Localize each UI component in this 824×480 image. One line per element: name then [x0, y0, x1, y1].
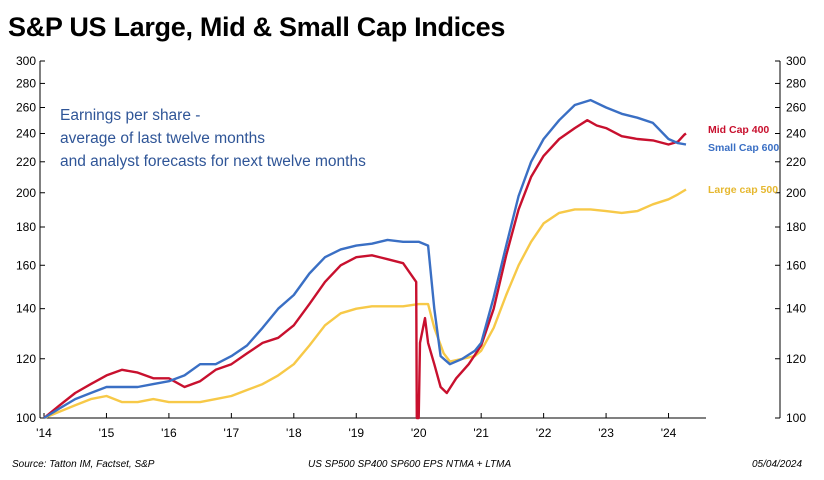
x-tick-label: '22 [536, 426, 552, 440]
legend-label-mid-cap-400: Mid Cap 400 [708, 124, 770, 136]
legend-label-small-cap-600: Small Cap 600 [708, 142, 780, 154]
series-line-small-cap-600 [43, 98, 687, 420]
x-tick-label: '16 [161, 426, 177, 440]
annotation-line-3: and analyst forecasts for next twelve mo… [60, 153, 366, 170]
y-tick-label-left: 300 [16, 54, 36, 68]
footer-series-note: US SP500 SP400 SP600 EPS NTMA + LTMA [308, 459, 512, 470]
x-tick-label: '20 [411, 426, 427, 440]
y-tick-label-right: 240 [786, 127, 806, 141]
x-tick-label: '19 [348, 426, 364, 440]
y-tick-label-right: 220 [786, 155, 806, 169]
y-tick-label-right: 160 [786, 258, 806, 272]
annotation-line-2: average of last twelve months [60, 130, 266, 147]
y-tick-label-left: 100 [16, 411, 36, 425]
y-tick-label-right: 200 [786, 186, 806, 200]
y-tick-label-right: 280 [786, 76, 806, 90]
x-tick-label: '14 [36, 426, 52, 440]
y-tick-label-right: 260 [786, 101, 806, 115]
y-tick-label-right: 100 [786, 411, 806, 425]
y-tick-label-left: 200 [16, 186, 36, 200]
y-tick-label-right: 180 [786, 220, 806, 234]
footer-source: Source: Tatton IM, Factset, S&P [12, 459, 155, 470]
x-tick-label: '23 [598, 426, 614, 440]
series-line-large-cap-500 [43, 188, 687, 420]
y-tick-label-left: 240 [16, 127, 36, 141]
y-tick-label-left: 120 [16, 352, 36, 366]
x-tick-label: '21 [473, 426, 489, 440]
legend-label-large-cap-500: Large cap 500 [708, 184, 779, 196]
y-tick-label-left: 260 [16, 101, 36, 115]
y-tick-label-left: 180 [16, 220, 36, 234]
x-tick-label: '15 [99, 426, 115, 440]
series-line-mid-cap-400 [43, 119, 687, 420]
axes: 100 100 120 120 140 140 160 160 180 180 200 200 220 2… [16, 54, 806, 440]
y-tick-label-left: 140 [16, 302, 36, 316]
series-lines [43, 98, 687, 420]
chart-title: S&P US Large, Mid & Small Cap Indices [8, 12, 506, 42]
annotation-line-1: Earnings per share - [60, 107, 201, 124]
chart-annotation: Earnings per share - average of last twe… [60, 104, 366, 173]
x-tick-label: '24 [661, 426, 677, 440]
y-tick-label-right: 300 [786, 54, 806, 68]
y-tick-label-left: 220 [16, 155, 36, 169]
y-tick-label-right: 120 [786, 352, 806, 366]
footer-date: 05/04/2024 [752, 459, 803, 470]
x-tick-label: '17 [224, 426, 240, 440]
y-tick-label-right: 140 [786, 302, 806, 316]
y-tick-label-left: 160 [16, 258, 36, 272]
x-tick-label: '18 [286, 426, 302, 440]
y-tick-label-left: 280 [16, 76, 36, 90]
